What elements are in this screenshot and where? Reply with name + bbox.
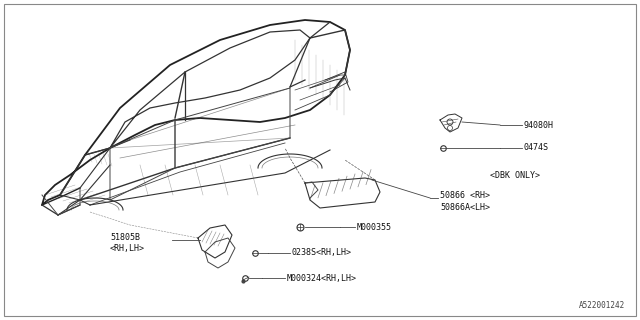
Text: 0474S: 0474S <box>524 143 549 153</box>
Text: 0238S<RH,LH>: 0238S<RH,LH> <box>292 249 352 258</box>
Text: <RH,LH>: <RH,LH> <box>110 244 145 253</box>
Text: M000355: M000355 <box>357 222 392 231</box>
Text: A522001242: A522001242 <box>579 301 625 310</box>
Text: 94080H: 94080H <box>524 121 554 130</box>
Text: 50866A<LH>: 50866A<LH> <box>440 204 490 212</box>
Text: 50866 <RH>: 50866 <RH> <box>440 190 490 199</box>
Text: M000324<RH,LH>: M000324<RH,LH> <box>287 274 357 283</box>
Text: 51805B: 51805B <box>110 233 140 242</box>
Text: <DBK ONLY>: <DBK ONLY> <box>490 171 540 180</box>
